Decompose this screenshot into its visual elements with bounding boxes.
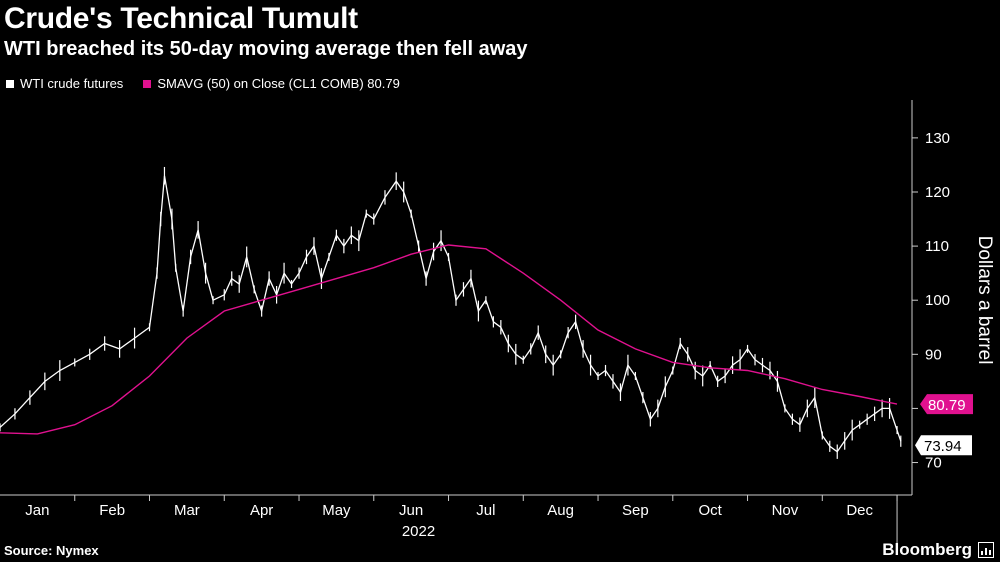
legend-swatch-price	[6, 79, 14, 88]
source-note: Source: Nymex	[4, 543, 99, 558]
x-tick-label: Sep	[622, 502, 649, 519]
y-tick-label: 70	[925, 455, 942, 472]
y-tick-label: 100	[925, 292, 950, 309]
x-tick-label: Jan	[25, 502, 49, 519]
sma-badge-label: 80.79	[928, 397, 966, 414]
price-line	[0, 175, 902, 453]
y-tick-label: 90	[925, 346, 942, 363]
x-tick-label: May	[322, 502, 351, 519]
x-tick-label: Jun	[399, 502, 423, 519]
brand-name: Bloomberg	[882, 540, 972, 559]
x-axis-year-label: 2022	[402, 523, 435, 540]
brand: Bloomberg	[882, 540, 994, 560]
price-badge-label: 73.94	[924, 438, 962, 455]
price-series	[0, 166, 902, 459]
price-badge-shape	[915, 435, 972, 456]
legend-label-price: WTI crude futures	[20, 76, 124, 91]
legend-swatch-sma	[143, 79, 152, 88]
x-tick-label: Apr	[250, 502, 273, 519]
x-tick-label: Oct	[698, 502, 722, 519]
x-tick-label: Feb	[99, 502, 125, 519]
y-tick-label: 130	[925, 130, 950, 147]
sma-badge-shape	[920, 394, 973, 415]
price-last-value-badge: 73.94	[915, 435, 972, 456]
x-tick-label: Dec	[846, 502, 873, 519]
y-tick-label: 120	[925, 184, 950, 201]
x-tick-label: Nov	[772, 502, 799, 519]
chart-title: Crude's Technical Tumult	[4, 2, 358, 35]
x-tick-label: Jul	[476, 502, 495, 519]
x-tick-label: Mar	[174, 502, 200, 519]
y-tick-label: 110	[925, 238, 949, 255]
sma-line	[0, 244, 898, 435]
legend: WTI crude futures SMAVG (50) on Close (C…	[6, 76, 400, 91]
y-axis-title: Dollars a barrel	[974, 236, 995, 365]
sma-last-value-badge: 80.79	[920, 394, 973, 415]
chart-subtitle: WTI breached its 50-day moving average t…	[4, 38, 528, 60]
x-tick-label: Aug	[547, 502, 574, 519]
bloomberg-chart-icon	[978, 542, 994, 558]
legend-label-sma: SMAVG (50) on Close (CL1 COMB) 80.79	[157, 76, 400, 91]
